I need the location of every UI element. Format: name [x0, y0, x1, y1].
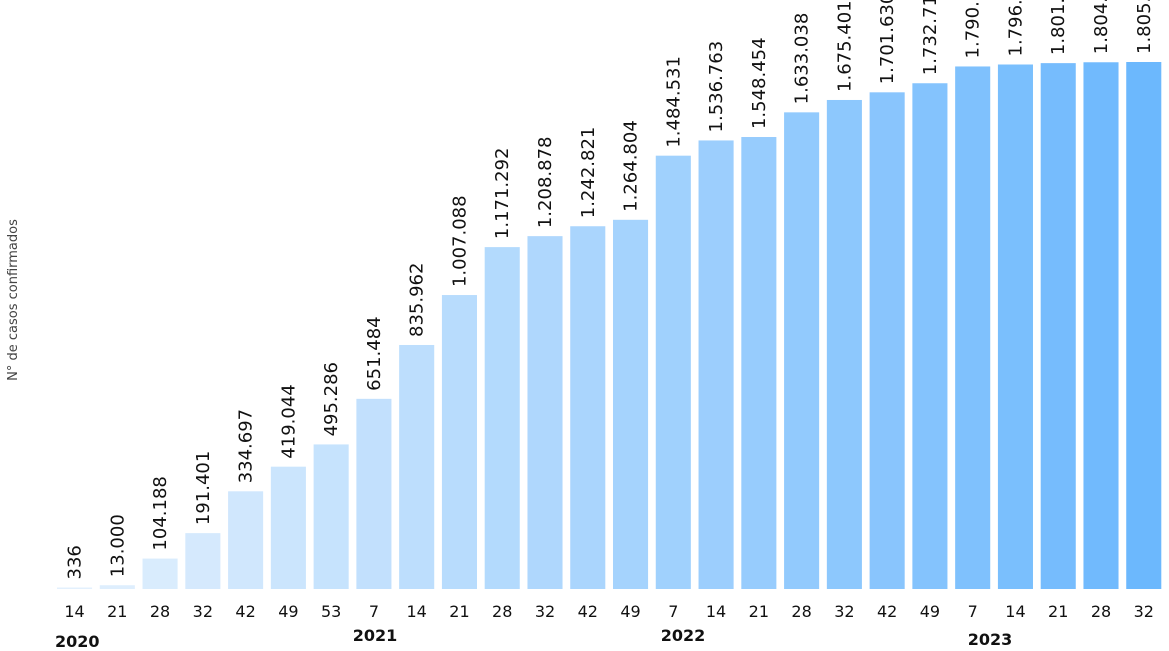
- year-label-2021: 2021: [353, 626, 398, 645]
- x-tick-label-9: 21: [449, 602, 469, 621]
- bars-group: [57, 62, 1162, 590]
- bar-21: [955, 66, 991, 589]
- x-tick-label-24: 28: [1091, 602, 1111, 621]
- x-tick-label-14: 7: [668, 602, 678, 621]
- x-tick-label-21: 7: [968, 602, 978, 621]
- x-tick-label-7: 7: [369, 602, 379, 621]
- x-tick-label-16: 21: [749, 602, 769, 621]
- data-label-16: 1.548.454: [749, 37, 770, 129]
- bar-13: [613, 219, 649, 589]
- x-tick-label-23: 21: [1048, 602, 1068, 621]
- year-labels-group: 2020 2021 2022 2023: [55, 626, 1012, 651]
- bar-7: [356, 398, 392, 589]
- data-label-10: 1.171.292: [492, 148, 513, 240]
- bar-0: [57, 587, 93, 589]
- x-tick-label-6: 53: [321, 602, 341, 621]
- data-label-23: 1.801.611: [1048, 0, 1069, 55]
- x-tick-label-10: 28: [492, 602, 512, 621]
- data-label-24: 1.804.610: [1091, 0, 1112, 54]
- data-label-22: 1.796.927: [1005, 0, 1026, 57]
- x-tick-label-1: 21: [107, 602, 127, 621]
- bar-17: [784, 112, 820, 589]
- x-tick-label-2: 28: [150, 602, 170, 621]
- bar-6: [313, 444, 349, 589]
- x-tick-label-12: 42: [578, 602, 598, 621]
- x-tick-label-15: 14: [706, 602, 726, 621]
- x-tick-labels-group: 14 21 28 32 42 49 53 7 14 21 28 32 42 49 7 14 21 28 32 42 49…: [64, 602, 1154, 621]
- x-tick-label-22: 14: [1005, 602, 1025, 621]
- data-label-14: 1.484.531: [663, 56, 684, 148]
- bar-4: [228, 491, 264, 589]
- x-tick-label-11: 32: [535, 602, 555, 621]
- data-label-13: 1.264.804: [621, 120, 642, 212]
- data-label-18: 1.675.401: [834, 0, 855, 92]
- data-label-25: 1.805.486: [1134, 0, 1155, 54]
- bar-19: [869, 92, 905, 589]
- data-label-11: 1.208.878: [535, 137, 556, 229]
- data-label-7: 651.484: [364, 316, 385, 390]
- bar-11: [527, 236, 563, 589]
- x-tick-label-17: 28: [791, 602, 811, 621]
- x-tick-label-8: 14: [407, 602, 427, 621]
- data-label-21: 1.790.221: [963, 0, 984, 58]
- x-tick-label-25: 32: [1134, 602, 1154, 621]
- y-axis-title: N° de casos confirmados: [6, 219, 21, 381]
- bar-15: [698, 140, 734, 589]
- data-label-2: 104.188: [150, 476, 171, 550]
- bar-8: [399, 344, 435, 589]
- x-tick-label-4: 42: [235, 602, 255, 621]
- x-tick-label-18: 32: [834, 602, 854, 621]
- data-label-4: 334.697: [236, 409, 257, 483]
- bar-5: [270, 466, 306, 589]
- data-label-8: 835.962: [407, 263, 428, 337]
- bar-12: [570, 226, 606, 590]
- data-label-17: 1.633.038: [792, 13, 813, 105]
- bar-20: [912, 83, 948, 590]
- data-label-15: 1.536.763: [706, 41, 727, 133]
- data-label-12: 1.242.821: [578, 127, 599, 219]
- x-tick-label-20: 49: [920, 602, 940, 621]
- bar-10: [484, 247, 520, 590]
- bar-24: [1083, 62, 1119, 589]
- bar-1: [99, 585, 135, 589]
- bar-22: [997, 64, 1033, 589]
- data-label-5: 419.044: [278, 384, 299, 458]
- year-label-2020: 2020: [55, 632, 100, 651]
- x-tick-label-5: 49: [278, 602, 298, 621]
- data-label-3: 191.401: [193, 451, 214, 525]
- data-label-19: 1.701.630: [877, 0, 898, 84]
- bar-18: [826, 99, 862, 589]
- bar-9: [441, 295, 477, 589]
- data-label-20: 1.732.712: [920, 0, 941, 75]
- bar-14: [655, 155, 691, 589]
- x-tick-label-0: 14: [64, 602, 84, 621]
- x-tick-label-19: 42: [877, 602, 897, 621]
- year-label-2023: 2023: [968, 630, 1013, 649]
- data-label-6: 495.286: [321, 362, 342, 436]
- bar-16: [741, 137, 777, 589]
- data-label-1: 13.000: [107, 514, 128, 577]
- data-label-0: 336: [65, 545, 86, 579]
- bar-3: [185, 533, 221, 589]
- x-tick-label-3: 32: [193, 602, 213, 621]
- bar-23: [1040, 63, 1076, 589]
- data-label-9: 1.007.088: [449, 195, 470, 287]
- year-label-2022: 2022: [661, 626, 706, 645]
- bar-2: [142, 558, 178, 589]
- bar-25: [1126, 62, 1162, 589]
- x-tick-label-13: 49: [620, 602, 640, 621]
- data-labels-group: 336 13.000 104.188 191.401 334.697 419.044 495…: [65, 0, 1155, 580]
